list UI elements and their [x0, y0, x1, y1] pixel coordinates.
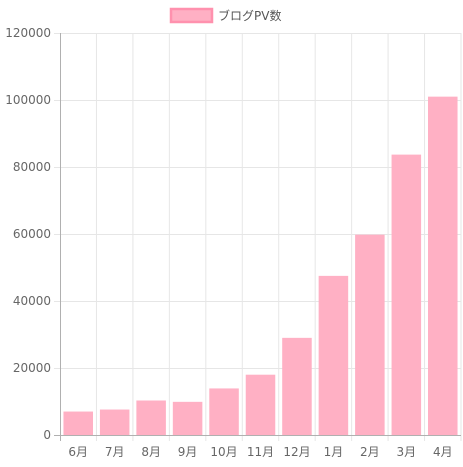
- grid-lines: [54, 33, 462, 441]
- x-axis-tick-labels: 6月 7月 8月 9月 10月 11月 12月 1月 2月 3月 4月: [68, 445, 452, 459]
- bar[interactable]: [245, 374, 276, 435]
- bar[interactable]: [209, 388, 239, 435]
- x-tick-label: 4月: [433, 445, 453, 459]
- bar[interactable]: [99, 409, 130, 435]
- bar[interactable]: [136, 400, 166, 435]
- bar[interactable]: [355, 234, 385, 435]
- x-tick-label: 11月: [247, 445, 274, 459]
- x-tick-label: 10月: [210, 445, 237, 459]
- axes: [54, 33, 461, 441]
- x-tick-label: 2月: [360, 445, 380, 459]
- bar[interactable]: [172, 401, 203, 435]
- y-tick-label: 60000: [13, 227, 51, 241]
- bar[interactable]: [428, 96, 458, 436]
- legend-swatch: [169, 7, 214, 24]
- y-tick-label: 100000: [5, 93, 51, 107]
- bar[interactable]: [282, 337, 312, 435]
- y-tick-label: 80000: [13, 160, 51, 174]
- legend-label: ブログPV数: [218, 8, 281, 23]
- y-axis-tick-labels: 0 20000 40000 60000 80000 100000 120000: [5, 26, 51, 442]
- legend[interactable]: ブログPV数: [169, 7, 281, 24]
- bars: [63, 96, 458, 436]
- x-tick-label: 12月: [283, 445, 310, 459]
- bar[interactable]: [391, 154, 422, 436]
- bar[interactable]: [318, 275, 349, 435]
- x-tick-label: 9月: [178, 445, 198, 459]
- x-tick-label: 8月: [141, 445, 161, 459]
- y-tick-label: 40000: [13, 294, 51, 308]
- bar[interactable]: [63, 411, 93, 435]
- x-tick-label: 1月: [324, 445, 344, 459]
- x-tick-label: 6月: [68, 445, 88, 459]
- x-tick-label: 3月: [396, 445, 416, 459]
- x-tick-label: 7月: [105, 445, 125, 459]
- y-tick-label: 20000: [13, 361, 51, 375]
- y-tick-label: 120000: [5, 26, 51, 40]
- y-tick-label: 0: [43, 428, 51, 442]
